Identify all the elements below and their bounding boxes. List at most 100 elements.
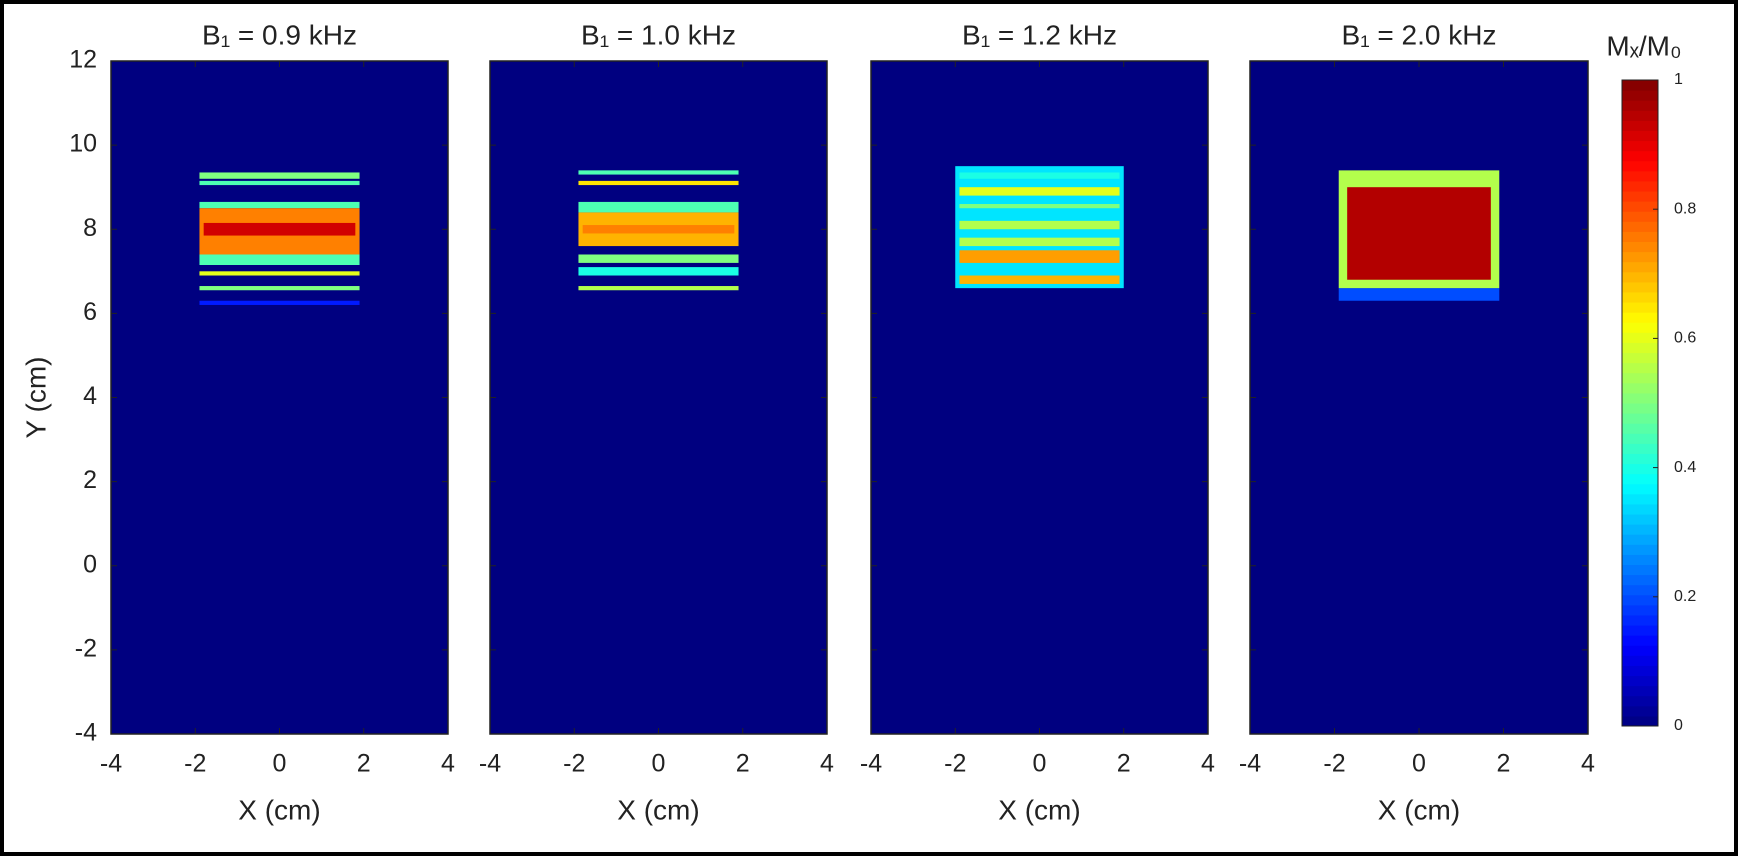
heatmap-background <box>111 61 448 734</box>
colorbar-swatch <box>1622 635 1658 646</box>
colorbar-swatch <box>1622 251 1658 263</box>
colorbar-swatch <box>1622 423 1658 434</box>
colorbar-swatch <box>1622 191 1658 202</box>
heatmap-cell <box>959 250 1120 263</box>
colorbar-swatch <box>1622 281 1658 293</box>
x-tick-label: 0 <box>1033 750 1047 778</box>
colorbar-swatch <box>1622 312 1658 323</box>
colorbar-swatch <box>1622 140 1658 152</box>
colorbar-swatch <box>1622 150 1658 162</box>
colorbar-swatch <box>1622 291 1658 303</box>
colorbar-swatch <box>1622 463 1658 475</box>
heatmap-cell <box>959 220 1120 230</box>
heatmap-cell <box>959 187 1120 196</box>
colorbar-swatch <box>1622 80 1658 91</box>
colorbar-tick-label: 0 <box>1674 717 1683 734</box>
colorbar-swatch <box>1622 503 1658 515</box>
colorbar-swatch <box>1622 614 1658 626</box>
colorbar-swatch <box>1622 392 1658 404</box>
x-axis-label: X (cm) <box>238 794 320 825</box>
colorbar-swatch <box>1622 524 1658 535</box>
colorbar-swatch <box>1622 685 1658 697</box>
colorbar-tick-label: 0.4 <box>1674 459 1696 476</box>
x-tick-label: 2 <box>736 750 750 778</box>
heatmap-cell <box>199 271 360 276</box>
x-tick-label: 4 <box>441 750 455 778</box>
colorbar-swatch <box>1622 473 1658 485</box>
colorbar-swatch <box>1622 332 1658 343</box>
colorbar-swatch <box>1622 715 1658 727</box>
x-tick-label: -4 <box>1239 750 1261 778</box>
x-tick-label: -2 <box>944 750 966 778</box>
x-axis-label: X (cm) <box>617 794 699 825</box>
y-tick-label: 2 <box>83 466 97 494</box>
x-tick-label: 4 <box>820 750 834 778</box>
colorbar-swatch <box>1622 564 1658 576</box>
colorbar-swatch <box>1622 705 1658 717</box>
x-tick-label: 2 <box>1117 750 1131 778</box>
colorbar-swatch <box>1622 645 1658 656</box>
x-tick-label: 0 <box>652 750 666 778</box>
colorbar-tick-label: 0.2 <box>1674 588 1696 605</box>
colorbar-swatch <box>1622 544 1658 555</box>
colorbar-tick-label: 0.8 <box>1674 200 1696 217</box>
colorbar-swatch <box>1622 453 1658 465</box>
colorbar-swatch <box>1622 170 1658 182</box>
colorbar-swatch <box>1622 382 1658 394</box>
colorbar-swatch <box>1622 665 1658 677</box>
colorbar-swatch <box>1622 221 1658 232</box>
y-tick-label: 6 <box>83 298 97 326</box>
colorbar-swatch <box>1622 534 1658 545</box>
colorbar-swatch <box>1622 514 1658 525</box>
colorbar-swatch <box>1622 201 1658 212</box>
colorbar-title: Mₓ/M₀ <box>1606 30 1681 61</box>
x-tick-label: -4 <box>479 750 501 778</box>
x-tick-label: 2 <box>1497 750 1511 778</box>
heatmap-cell <box>578 286 739 291</box>
heatmap-cell <box>199 300 360 305</box>
heatmap-cell <box>1338 288 1500 301</box>
colorbar-swatch <box>1622 625 1658 636</box>
colorbar-swatch <box>1622 302 1658 313</box>
heatmap-cell <box>199 180 360 186</box>
colorbar-swatch <box>1622 584 1658 596</box>
colorbar-swatch <box>1622 372 1658 384</box>
heatmap-cell <box>578 170 739 175</box>
colorbar-swatch <box>1622 271 1658 283</box>
colorbar-swatch <box>1622 483 1658 495</box>
colorbar-swatch <box>1622 443 1658 454</box>
colorbar-swatch <box>1622 160 1658 172</box>
y-tick-label: -2 <box>75 634 97 662</box>
panel-title: B₁ = 1.2 kHz <box>962 19 1117 50</box>
x-tick-label: 2 <box>357 750 371 778</box>
y-tick-label: 4 <box>83 382 97 410</box>
heatmap-background <box>871 61 1208 734</box>
colorbar-swatch <box>1622 362 1658 374</box>
x-tick-label: 0 <box>1412 750 1426 778</box>
x-tick-label: -2 <box>1323 750 1345 778</box>
heatmap-cell <box>959 237 1120 247</box>
x-axis-label: X (cm) <box>1378 794 1460 825</box>
heatmap-cell <box>199 172 360 179</box>
colorbar-swatch <box>1622 322 1658 333</box>
colorbar-swatch <box>1622 655 1658 666</box>
panel-title: B₁ = 1.0 kHz <box>581 19 736 50</box>
panel-title: B₁ = 2.0 kHz <box>1342 19 1497 50</box>
heatmap-cell <box>203 222 356 236</box>
colorbar-swatch <box>1622 433 1658 444</box>
y-axis-label: Y (cm) <box>20 357 51 439</box>
heatmap-cell <box>959 204 1120 209</box>
colorbar-swatch <box>1622 180 1658 192</box>
colorbar-swatch <box>1622 493 1658 505</box>
heatmap-cell <box>959 172 1120 179</box>
x-tick-label: -4 <box>100 750 122 778</box>
colorbar-swatch <box>1622 90 1658 101</box>
colorbar-swatch <box>1622 100 1658 111</box>
heatmap-background <box>490 61 827 734</box>
colorbar-swatch <box>1622 110 1658 121</box>
colorbar-swatch <box>1622 241 1658 253</box>
colorbar-swatch <box>1622 574 1658 586</box>
heatmap-cell <box>199 254 360 266</box>
heatmap-cell <box>582 225 735 234</box>
